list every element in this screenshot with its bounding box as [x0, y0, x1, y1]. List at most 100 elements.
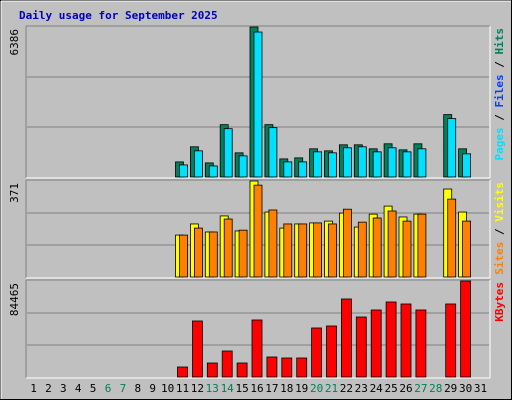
bar	[298, 161, 308, 178]
legend-separator: /	[493, 55, 506, 75]
bar	[357, 221, 367, 278]
x-tick-label: 15	[235, 382, 248, 395]
bar	[326, 325, 337, 378]
x-tick-label: 13	[206, 382, 219, 395]
x-tick-label: 14	[221, 382, 235, 395]
bar	[193, 150, 203, 178]
legend-entry: Hits	[493, 28, 506, 55]
bar	[253, 31, 263, 178]
bar	[193, 227, 203, 278]
legend: KBytes	[493, 282, 506, 322]
bar	[296, 357, 308, 378]
bar	[342, 147, 352, 178]
bar	[402, 151, 412, 178]
bar	[268, 209, 278, 278]
bar	[313, 151, 323, 178]
bar	[387, 147, 397, 178]
chart-title: Daily usage for September 2025	[19, 9, 218, 22]
bar	[281, 357, 293, 378]
x-tick-label: 10	[161, 382, 174, 395]
bar	[447, 118, 457, 178]
bar	[236, 362, 248, 378]
bar	[266, 356, 278, 378]
bar	[311, 327, 323, 378]
x-tick-label: 7	[120, 382, 127, 395]
bar	[208, 165, 218, 178]
bar	[221, 350, 233, 378]
bar	[370, 309, 382, 378]
legend-entry: Files	[493, 74, 506, 107]
bar	[251, 319, 263, 378]
x-tick-label: 2	[45, 382, 52, 395]
bar	[179, 234, 188, 278]
bar	[415, 309, 427, 378]
bar	[355, 316, 367, 378]
bar	[372, 151, 382, 178]
x-tick-label: 8	[134, 382, 141, 395]
bar	[206, 362, 218, 378]
x-tick-label: 23	[355, 382, 368, 395]
x-tick-label: 28	[429, 382, 442, 395]
bar	[253, 184, 263, 278]
x-tick-label: 5	[90, 382, 97, 395]
bar	[445, 303, 457, 378]
bar	[238, 229, 248, 278]
x-tick-label: 1	[30, 382, 37, 395]
x-tick-label: 16	[250, 382, 263, 395]
x-tick-label: 24	[370, 382, 384, 395]
bar	[357, 146, 367, 178]
bar	[191, 320, 203, 378]
bar	[462, 153, 472, 178]
x-tick-label: 18	[280, 382, 293, 395]
legend-entry: Pages	[493, 127, 506, 160]
bar	[313, 222, 323, 278]
x-tick-label: 20	[310, 382, 323, 395]
legend-entry: KBytes	[493, 282, 506, 322]
bar	[387, 210, 397, 278]
bar	[340, 298, 352, 378]
y-tick-label: 84465	[8, 283, 21, 316]
bar	[462, 220, 472, 278]
bar	[328, 223, 337, 278]
x-tick-label: 26	[399, 382, 412, 395]
x-tick-label: 29	[444, 382, 457, 395]
bar	[177, 366, 188, 378]
legend: Sites / Visits	[493, 182, 506, 275]
bar	[400, 303, 412, 378]
bar	[372, 217, 382, 278]
y-tick-label: 371	[8, 183, 21, 203]
legend: Pages / Files / Hits	[493, 28, 506, 161]
x-tick-label: 30	[459, 382, 472, 395]
bar	[328, 152, 337, 178]
bar	[283, 161, 293, 178]
x-tick-label: 9	[149, 382, 156, 395]
x-tick-label: 12	[191, 382, 204, 395]
x-tick-label: 6	[105, 382, 112, 395]
y-tick-label: 6386	[8, 29, 21, 56]
x-tick-label: 25	[384, 382, 397, 395]
x-tick-label: 4	[75, 382, 82, 395]
x-tick-label: 17	[265, 382, 278, 395]
legend-entry: Sites	[493, 242, 506, 275]
x-tick-label: 19	[295, 382, 308, 395]
bar	[460, 280, 472, 378]
x-tick-label: 11	[176, 382, 189, 395]
bar	[447, 198, 457, 278]
bar	[283, 223, 293, 278]
bar	[417, 213, 427, 278]
legend-entry: Visits	[493, 182, 506, 222]
x-tick-label: 27	[414, 382, 427, 395]
bar	[223, 218, 233, 278]
legend-separator: /	[493, 222, 506, 242]
bar	[223, 128, 233, 178]
bar	[208, 231, 218, 278]
x-tick-label: 31	[474, 382, 487, 395]
x-tick-label: 22	[340, 382, 353, 395]
legend-separator: /	[493, 108, 506, 128]
bar	[298, 223, 308, 278]
bar	[385, 301, 397, 378]
bar	[417, 148, 427, 178]
x-tick-label: 3	[60, 382, 67, 395]
bar	[179, 164, 188, 178]
